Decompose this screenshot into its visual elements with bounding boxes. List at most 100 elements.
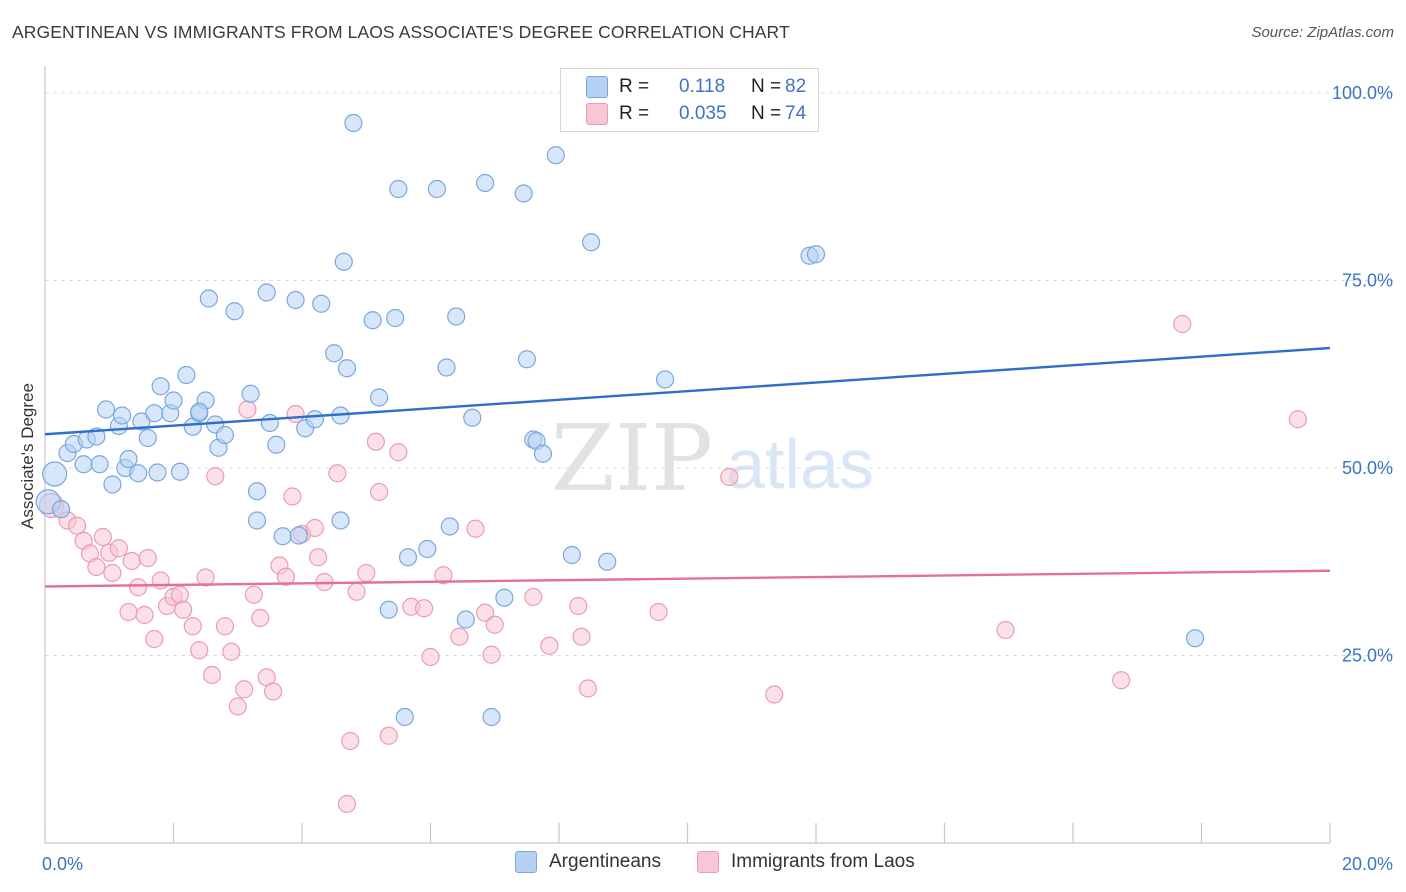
laos-point bbox=[129, 578, 148, 597]
argentinean-point bbox=[562, 545, 581, 565]
laos-point bbox=[482, 645, 501, 664]
argentinean-point bbox=[456, 610, 475, 629]
laos-point bbox=[414, 599, 434, 618]
y-tick-label: 100.0% bbox=[1332, 83, 1393, 103]
argentinean-point bbox=[145, 404, 164, 423]
laos-point bbox=[1173, 314, 1192, 334]
argentinean-point bbox=[482, 707, 501, 727]
argentinean-point bbox=[170, 462, 190, 481]
laos-point bbox=[215, 617, 234, 636]
laos-point bbox=[720, 467, 739, 487]
tick-labels: 25.0% 50.0% 75.0% 100.0% 0.0% 20.0% bbox=[42, 83, 1393, 874]
argentinean-point bbox=[517, 350, 536, 369]
argentinean-point bbox=[418, 539, 437, 559]
argentinean-point bbox=[273, 527, 292, 546]
laos-point bbox=[103, 563, 122, 583]
laos-point bbox=[174, 600, 193, 619]
laos-point bbox=[109, 539, 128, 558]
laos-point bbox=[389, 443, 408, 462]
argentinean-point bbox=[476, 173, 495, 193]
argentinean-point bbox=[90, 455, 109, 474]
grid-lines bbox=[45, 92, 1393, 656]
argentinean-point bbox=[225, 302, 244, 321]
legend-label-argentineans: Argentineans bbox=[549, 851, 661, 872]
argentinean-point bbox=[190, 402, 209, 421]
argentinean-point bbox=[148, 463, 167, 482]
laos-point bbox=[434, 566, 453, 585]
laos-point bbox=[466, 519, 485, 538]
laos-point bbox=[450, 627, 469, 646]
argentinean-point bbox=[199, 289, 218, 308]
argentinean-point bbox=[112, 406, 132, 425]
argentinean-point bbox=[74, 455, 93, 474]
laos-point bbox=[1112, 671, 1131, 690]
laos-point bbox=[145, 629, 164, 649]
x-tick-label: 20.0% bbox=[1342, 854, 1393, 874]
series-argentineans-points bbox=[35, 113, 1205, 727]
argentinean-point bbox=[546, 146, 565, 165]
laos-point bbox=[228, 697, 247, 716]
argentinean-point bbox=[325, 344, 344, 363]
legend-n-label: N = bbox=[751, 103, 782, 124]
argentinean-point bbox=[344, 113, 363, 133]
legend-n-label: N = bbox=[751, 76, 782, 97]
y-tick-label: 25.0% bbox=[1342, 646, 1393, 666]
laos-point bbox=[649, 602, 668, 622]
argentinean-point bbox=[257, 283, 276, 302]
argentinean-point bbox=[286, 290, 305, 310]
argentinean-point bbox=[331, 511, 350, 530]
laos-point bbox=[524, 587, 543, 607]
watermark-zip: ZIP bbox=[551, 405, 713, 512]
laos-point bbox=[170, 585, 190, 604]
laos-point bbox=[119, 602, 138, 622]
argentinean-point bbox=[42, 461, 68, 487]
argentinean-point bbox=[119, 449, 138, 469]
laos-point bbox=[276, 567, 296, 586]
laos-point bbox=[485, 615, 504, 634]
laos-point bbox=[93, 527, 112, 547]
argentinean-point bbox=[395, 707, 414, 727]
legend-swatch-blue bbox=[515, 851, 537, 873]
legend-n-value: 74 bbox=[785, 103, 807, 124]
laos-point bbox=[476, 603, 495, 622]
argentinean-point bbox=[533, 444, 553, 463]
laos-point bbox=[1288, 410, 1307, 429]
correlation-legend: R = 0.118 N = 82 R = 0.035 N = 74 bbox=[560, 68, 819, 132]
laos-point bbox=[68, 516, 87, 535]
argentinean-point bbox=[103, 475, 122, 494]
argentinean-point bbox=[337, 359, 357, 378]
argentinean-point bbox=[582, 233, 601, 252]
argentinean-point bbox=[334, 252, 353, 271]
argentinean-point bbox=[437, 358, 456, 377]
laos-point bbox=[569, 596, 588, 616]
argentinean-point bbox=[247, 482, 267, 501]
argentinean-point bbox=[1185, 629, 1205, 648]
laos-point bbox=[540, 636, 559, 655]
laos-point bbox=[151, 571, 170, 590]
laos-point bbox=[328, 464, 347, 483]
argentinean-point bbox=[386, 308, 405, 328]
argentinean-point bbox=[267, 435, 286, 454]
argentinean-point bbox=[495, 588, 514, 607]
series-laos-points bbox=[38, 314, 1307, 814]
argentinean-point bbox=[138, 428, 157, 448]
laos-point bbox=[341, 731, 360, 751]
legend-r-value: 0.035 bbox=[679, 103, 727, 124]
legend-item-laos: Immigrants from Laos bbox=[697, 851, 915, 873]
legend-row-argentineans: R = 0.118 N = 82 bbox=[586, 74, 806, 100]
argentinean-point bbox=[177, 365, 196, 385]
argentinean-point bbox=[427, 179, 447, 199]
x-tick-label: 0.0% bbox=[42, 854, 83, 874]
argentinean-point bbox=[312, 294, 331, 313]
laos-point bbox=[183, 617, 202, 636]
argentinean-point bbox=[305, 410, 324, 429]
laos-point bbox=[138, 548, 157, 568]
argentinean-point bbox=[379, 600, 398, 619]
laos-point bbox=[202, 665, 222, 685]
laos-point bbox=[222, 642, 241, 661]
argentinean-point bbox=[440, 517, 459, 536]
argentinean-point bbox=[389, 179, 408, 199]
laos-point bbox=[87, 557, 106, 577]
argentinean-point bbox=[370, 388, 389, 407]
